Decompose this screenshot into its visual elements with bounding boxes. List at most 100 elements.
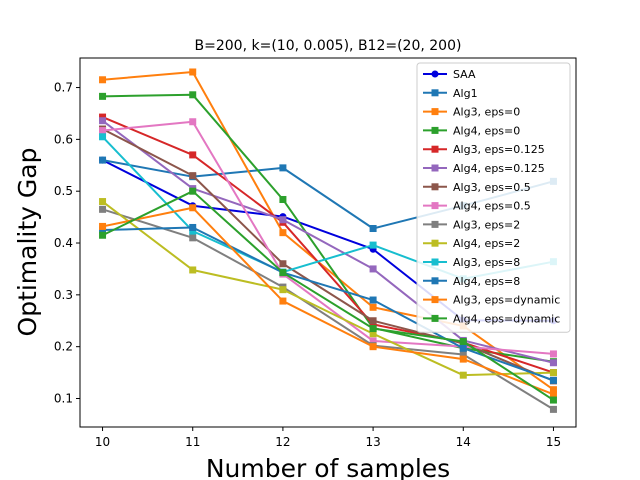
x-axis: 10 11 12 13 14 15 xyxy=(95,427,561,449)
data-point xyxy=(279,297,287,305)
legend: SAA Alg1 Alg3, eps=0 Alg4, eps=0 Alg3, eps=0… xyxy=(416,62,571,333)
data-point xyxy=(369,325,377,333)
data-point xyxy=(279,229,287,237)
y-tick-label: 0.6 xyxy=(54,132,73,146)
series-9 xyxy=(99,198,557,379)
data-point xyxy=(99,222,107,230)
legend-item: Alg1 xyxy=(423,87,478,100)
data-point xyxy=(279,286,287,294)
legend-item: Alg4, eps=0.5 xyxy=(423,200,531,213)
legend-marker xyxy=(431,126,439,134)
series-line xyxy=(102,120,554,355)
series-line xyxy=(102,208,554,411)
data-point xyxy=(189,204,197,212)
data-point xyxy=(99,76,107,84)
data-point xyxy=(279,269,287,277)
data-point xyxy=(99,113,107,121)
data-point xyxy=(279,260,287,268)
data-point xyxy=(549,405,557,413)
legend-marker xyxy=(431,164,439,172)
data-point xyxy=(189,91,197,99)
y-tick-label: 0.4 xyxy=(54,236,73,250)
data-point xyxy=(549,350,557,358)
y-axis-label: Optimality Gap xyxy=(13,148,42,337)
legend-marker xyxy=(431,89,439,97)
data-point xyxy=(99,156,107,164)
data-point xyxy=(99,198,107,206)
data-point xyxy=(99,226,107,234)
legend-marker xyxy=(431,277,439,285)
data-point xyxy=(369,225,377,233)
data-point xyxy=(99,92,107,100)
series-12 xyxy=(99,204,557,398)
legend-item: Alg3, eps=8 xyxy=(423,256,520,269)
data-point xyxy=(459,344,467,352)
legend-label: Alg3, eps=0.5 xyxy=(453,181,531,194)
data-point xyxy=(189,172,197,180)
legend-item: Alg3, eps=2 xyxy=(423,218,520,231)
data-point xyxy=(189,187,197,195)
data-point xyxy=(369,296,377,304)
legend-marker xyxy=(431,145,439,153)
series-line xyxy=(101,119,554,364)
legend-marker xyxy=(431,108,439,116)
data-point xyxy=(459,355,467,363)
legend-item: Alg4, eps=8 xyxy=(423,275,520,288)
data-point xyxy=(549,369,557,377)
legend-label: Alg4, eps=0.5 xyxy=(453,200,531,213)
data-point xyxy=(549,359,557,367)
data-point xyxy=(549,376,557,384)
data-point xyxy=(369,330,377,338)
x-tick-label: 13 xyxy=(365,435,380,449)
data-point xyxy=(189,223,197,231)
data-point xyxy=(189,68,197,76)
data-point xyxy=(189,234,197,242)
series-line xyxy=(102,128,554,382)
y-tick-label: 0.2 xyxy=(54,340,73,354)
legend-marker xyxy=(431,202,439,210)
data-point xyxy=(369,265,377,273)
data-point xyxy=(99,127,107,135)
legend-label: SAA xyxy=(453,68,476,81)
legend-label: Alg1 xyxy=(453,87,478,100)
data-point xyxy=(549,390,557,398)
series-line xyxy=(102,226,554,382)
legend-label: Alg3, eps=dynamic xyxy=(453,294,560,307)
legend-item: Alg4, eps=dynamic xyxy=(423,312,560,325)
data-point xyxy=(459,350,467,358)
data-point xyxy=(99,205,107,213)
legend-label: Alg4, eps=0 xyxy=(453,124,520,137)
y-tick-label: 0.5 xyxy=(54,184,73,198)
y-tick-label: 0.3 xyxy=(54,288,73,302)
legend-item: Alg4, eps=2 xyxy=(423,237,520,250)
legend-label: Alg4, eps=2 xyxy=(453,237,520,250)
legend-label: Alg3, eps=2 xyxy=(453,218,520,231)
data-point xyxy=(189,118,197,126)
x-axis-label: Number of samples xyxy=(206,454,450,480)
legend-item: SAA xyxy=(423,68,476,81)
data-point xyxy=(369,337,377,345)
legend-item: Alg3, eps=0.5 xyxy=(423,181,531,194)
chart-title: B=200, k=(10, 0.005), B12=(20, 200) xyxy=(195,38,462,54)
series-line xyxy=(101,200,554,377)
data-point xyxy=(459,337,467,345)
legend-marker xyxy=(431,314,439,322)
x-tick-label: 15 xyxy=(546,435,561,449)
data-point xyxy=(369,343,377,351)
legend-label: Alg4, eps=dynamic xyxy=(453,312,560,325)
data-point xyxy=(369,241,377,249)
data-point xyxy=(279,216,287,224)
legend-label: Alg4, eps=0.125 xyxy=(453,162,545,175)
legend-marker xyxy=(431,183,439,191)
data-point xyxy=(189,227,197,235)
series-line xyxy=(102,70,555,391)
y-axis: 0.1 0.2 0.3 0.4 0.5 0.6 0.7 xyxy=(54,81,80,405)
legend-marker xyxy=(431,258,439,266)
legend-label: Alg3, eps=0.125 xyxy=(453,143,545,156)
legend-item: Alg3, eps=0.125 xyxy=(423,143,545,156)
data-point xyxy=(279,195,287,203)
legend-marker xyxy=(431,70,439,78)
legend-item: Alg4, eps=0.125 xyxy=(423,162,545,175)
legend-label: Alg3, eps=8 xyxy=(453,256,520,269)
